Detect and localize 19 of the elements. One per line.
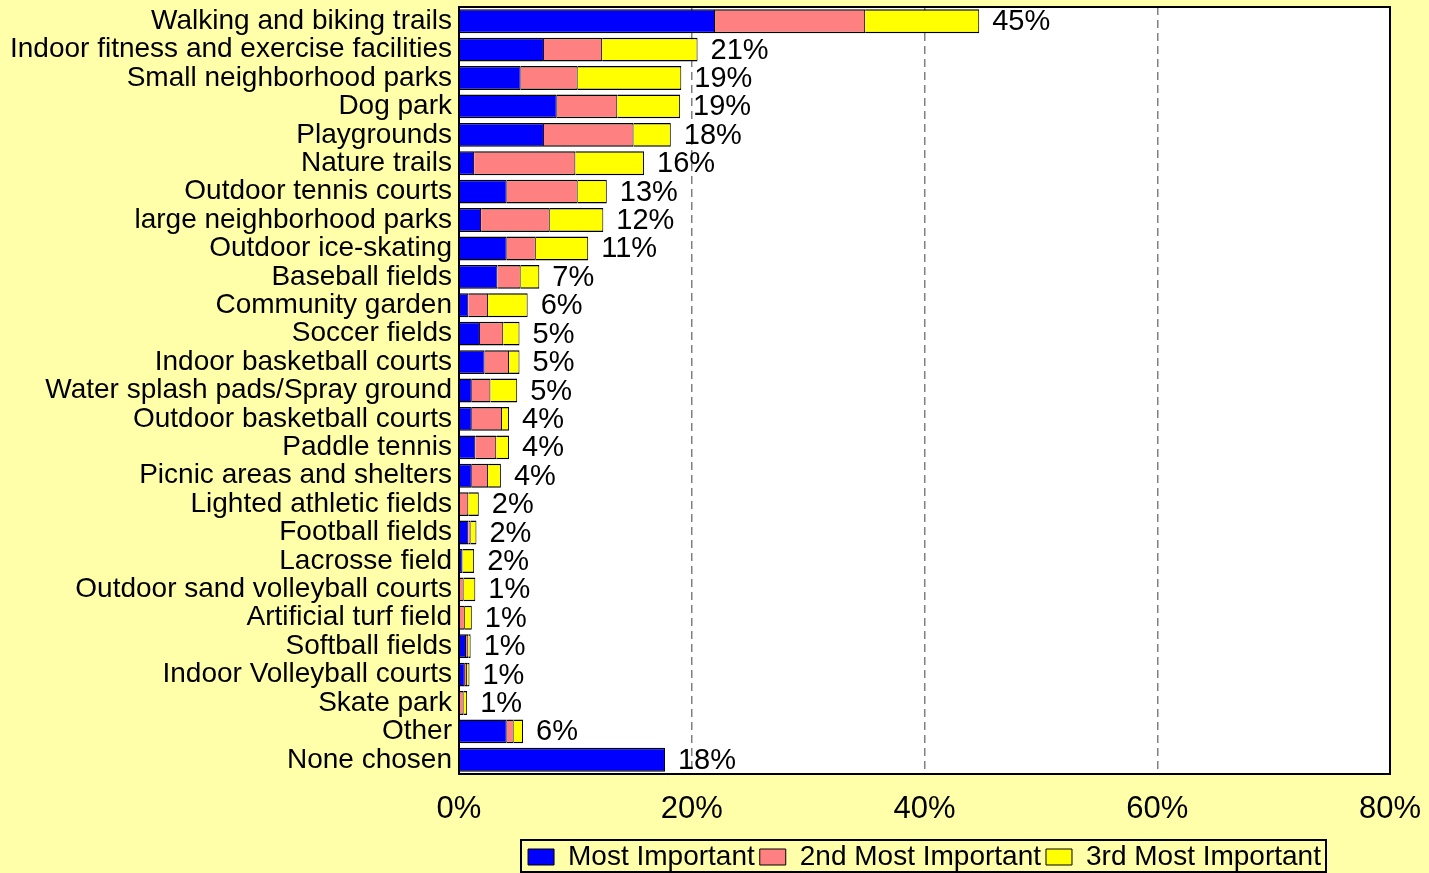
y-tick-label: Indoor basketball courts: [154, 344, 452, 376]
total-label: 18%: [677, 742, 737, 775]
legend-label: 3rd Most Important: [1085, 839, 1322, 871]
total-label: 6%: [536, 714, 578, 747]
y-tick-label: Softball fields: [285, 628, 452, 660]
y-tick-label: Community garden: [215, 288, 452, 319]
total-label: 45%: [992, 4, 1051, 37]
x-tick-label: 80%: [1358, 790, 1422, 826]
y-tick-label: None chosen: [286, 742, 452, 774]
legend-label: 2nd Most Important: [799, 839, 1042, 871]
y-tick-label: Water splash pads/Spray ground: [45, 373, 452, 405]
y-tick-label: Outdoor sand volleyball courts: [75, 572, 452, 604]
y-tick-label: Walking and biking trails: [151, 3, 452, 35]
x-tick-label: 40%: [893, 790, 956, 826]
y-tick-label: Small neighborhood parks: [126, 60, 452, 92]
legend-label: Most Important: [568, 839, 755, 871]
x-tick-label: 60%: [1126, 790, 1189, 826]
x-tick-label: 20%: [660, 790, 723, 826]
x-tick-label: 0%: [436, 790, 482, 826]
